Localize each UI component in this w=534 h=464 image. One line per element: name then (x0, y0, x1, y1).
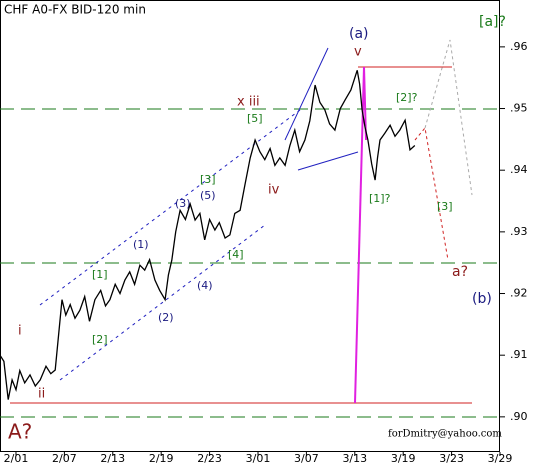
annotation: [a]? (479, 14, 506, 30)
x-tick-label: 3/19 (391, 452, 416, 464)
annotation: (5) (200, 189, 216, 202)
annotation: [1] (92, 268, 108, 281)
guides (0, 39, 500, 418)
x-tick-label: 3/29 (488, 452, 513, 464)
y-tick-label: .90 (510, 410, 528, 423)
watermark: forDmitry@yahoo.com (388, 429, 502, 440)
x-tick-label: 2/23 (197, 452, 222, 464)
annotation: x iii (237, 95, 260, 110)
annotation: (3) (175, 197, 191, 210)
x-tick-label: 2/13 (100, 452, 125, 464)
annotation: iv (268, 183, 280, 198)
x-tick-label: 2/01 (4, 452, 29, 464)
y-tick-label: .93 (510, 225, 528, 238)
y-tick-label: .95 (510, 102, 528, 115)
x-tick-label: 3/23 (439, 452, 464, 464)
x-tick-label: 3/01 (246, 452, 271, 464)
annotation: i (18, 324, 22, 339)
x-tick-label: 2/07 (52, 452, 77, 464)
annotation: [4] (228, 248, 244, 261)
annotation: v (354, 45, 362, 60)
x-tick-label: 2/19 (149, 452, 174, 464)
y-tick-label: .94 (510, 163, 528, 176)
annotation: a? (452, 264, 468, 280)
plot-frame (0, 0, 500, 452)
annotation: (2) (158, 311, 174, 324)
annotation: [3] (200, 173, 216, 186)
annotation: ii (38, 387, 45, 402)
annotation: [5] (247, 112, 263, 125)
annotation: [3] (437, 200, 453, 213)
y-tick-label: .91 (510, 348, 528, 361)
x-tick-label: 3/13 (342, 452, 367, 464)
y-tick-label: .92 (510, 287, 528, 300)
annotation: [1]? (369, 192, 391, 205)
annotation: [2]? (396, 91, 418, 104)
annotation: (1) (133, 238, 149, 251)
annotation: (a) (349, 26, 369, 42)
price-line (0, 70, 416, 400)
x-tick-label: 3/07 (294, 452, 319, 464)
annotation: (4) (197, 279, 213, 292)
y-tick-label: .96 (510, 40, 528, 53)
annotation: (b) (472, 291, 492, 307)
annotation: [2] (92, 333, 108, 346)
annotation: A? (8, 420, 32, 444)
chart-title: CHF A0-FX BID-120 min (4, 3, 146, 17)
